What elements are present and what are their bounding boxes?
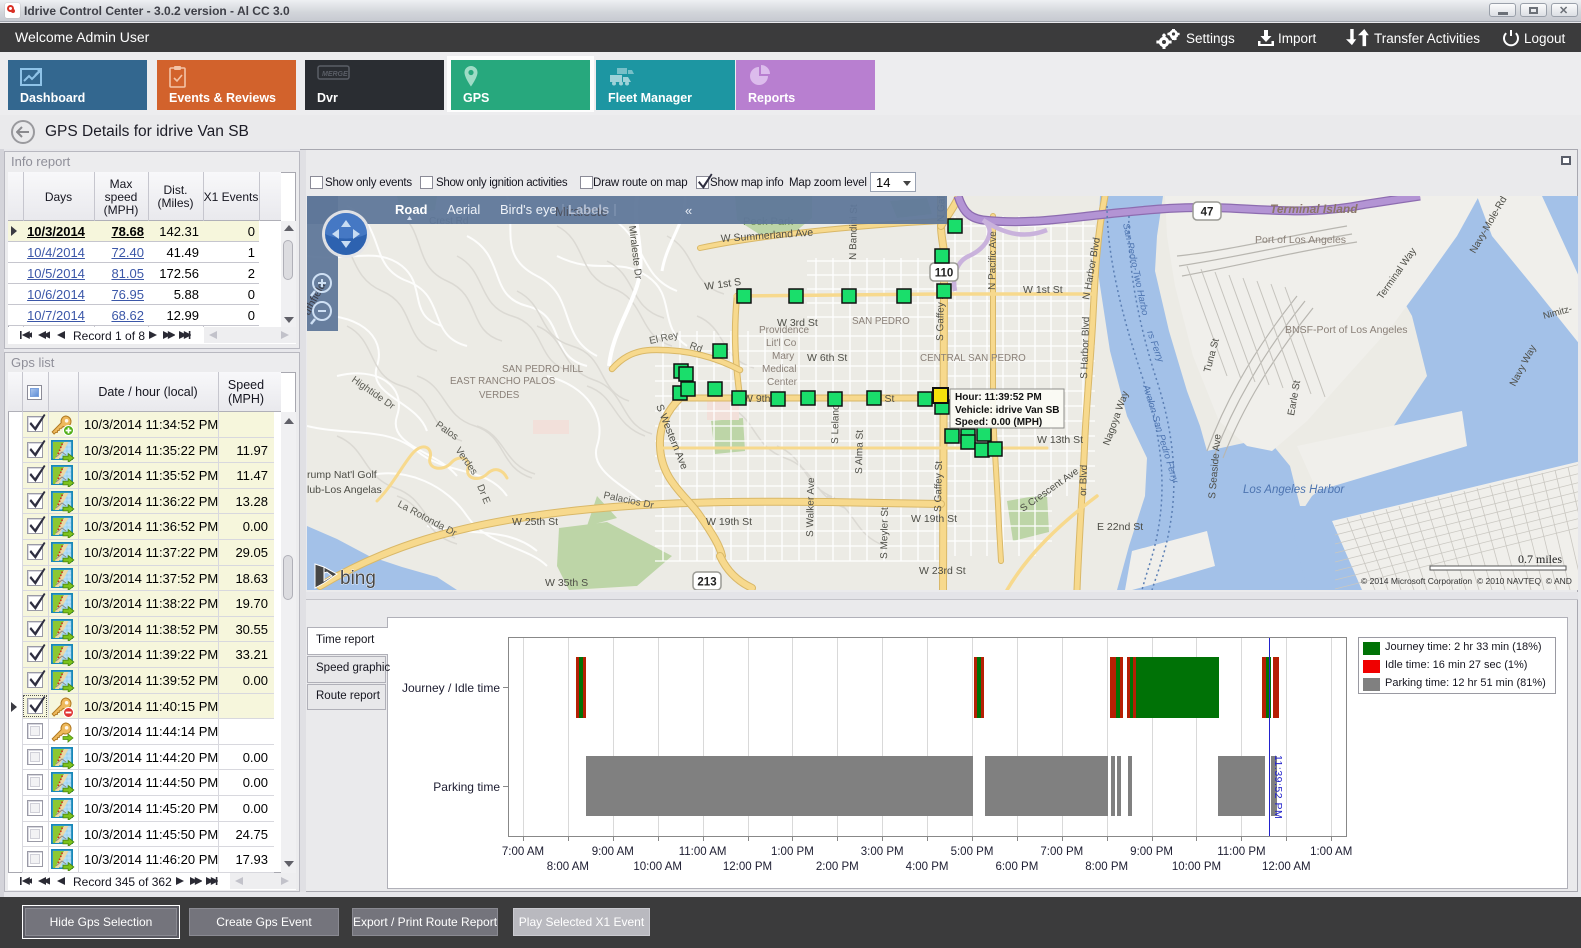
svg-text:Los Angeles Harbor: Los Angeles Harbor xyxy=(1243,484,1345,496)
svg-text:Lit'l Co: Lit'l Co xyxy=(766,338,797,349)
svg-text:VERDES: VERDES xyxy=(479,390,520,401)
svg-text:W 6th St: W 6th St xyxy=(807,352,847,364)
svg-text:Providence: Providence xyxy=(759,325,809,336)
svg-text:Hour: 11:39:52 PM: Hour: 11:39:52 PM xyxy=(955,392,1042,403)
svg-text:W 1st S: W 1st S xyxy=(704,276,742,293)
svg-text:Rd: Rd xyxy=(688,340,704,355)
svg-text:bing: bing xyxy=(340,568,376,589)
svg-text:E 22nd St: E 22nd St xyxy=(1097,521,1143,533)
svg-text:rump Nat'l Golf: rump Nat'l Golf xyxy=(307,469,377,481)
svg-text:S Meyler St: S Meyler St xyxy=(879,507,891,559)
svg-text:W 9th: W 9th xyxy=(743,393,771,405)
svg-text:Mary: Mary xyxy=(772,351,794,362)
svg-text:47: 47 xyxy=(1201,207,1214,219)
svg-text:Aerial: Aerial xyxy=(447,202,480,217)
svg-text:© 2014 Microsoft Corporation: © 2014 Microsoft Corporation © 2010 NAVT… xyxy=(1361,576,1572,586)
svg-text:S Walker Ave: S Walker Ave xyxy=(805,477,817,537)
svg-text:Road: Road xyxy=(395,202,428,217)
svg-text:SAN PEDRO: SAN PEDRO xyxy=(852,316,910,327)
svg-text:W 13th St: W 13th St xyxy=(1037,434,1083,446)
svg-text:N Pacific Ave: N Pacific Ave xyxy=(987,231,999,290)
svg-text:Bird's eye: Bird's eye xyxy=(500,202,557,217)
svg-text:MERGE: MERGE xyxy=(322,71,348,78)
svg-text:S Leland: S Leland xyxy=(830,404,842,444)
svg-text:SAN PEDRO HILL: SAN PEDRO HILL xyxy=(502,364,584,375)
svg-text:EAST RANCHO PALOS: EAST RANCHO PALOS xyxy=(450,376,556,387)
svg-text:110: 110 xyxy=(935,268,954,280)
svg-text:Vehicle: idrive Van SB: Vehicle: idrive Van SB xyxy=(955,405,1060,416)
svg-text:Center: Center xyxy=(767,377,798,388)
svg-text:0.7 miles: 0.7 miles xyxy=(1518,552,1562,566)
svg-text:W 3rd St: W 3rd St xyxy=(777,317,818,329)
svg-text:Medical: Medical xyxy=(762,364,796,375)
svg-text:BNSF-Port of Los Angeles: BNSF-Port of Los Angeles xyxy=(1285,324,1408,336)
svg-text:S Harbor Blvd: S Harbor Blvd xyxy=(1079,317,1092,380)
svg-text:Labels: Labels xyxy=(568,202,609,217)
svg-text:W 23rd St: W 23rd St xyxy=(919,565,966,577)
svg-text:or Blvd: or Blvd xyxy=(1078,465,1090,496)
svg-text:N Bandini St: N Bandini St xyxy=(848,204,860,260)
svg-text:W 35th S: W 35th S xyxy=(545,577,588,589)
svg-text:S Gaffey St: S Gaffey St xyxy=(933,461,945,512)
svg-text:Speed: 0.00 (MPH): Speed: 0.00 (MPH) xyxy=(955,417,1042,428)
svg-text:W 19th St: W 19th St xyxy=(706,516,752,528)
svg-text:S Gaffey S: S Gaffey S xyxy=(935,292,947,341)
svg-text:Port of Los Angeles: Port of Los Angeles xyxy=(1255,234,1346,246)
svg-text:213: 213 xyxy=(697,577,716,589)
svg-text:S Alma St: S Alma St xyxy=(854,430,866,474)
svg-text:Miraleste: Miraleste xyxy=(555,204,608,219)
svg-text:«: « xyxy=(685,203,692,218)
svg-text:lub-Los Angelas: lub-Los Angelas xyxy=(307,484,382,496)
svg-text:W 1st St: W 1st St xyxy=(1023,284,1063,296)
svg-text:CENTRAL SAN PEDRO: CENTRAL SAN PEDRO xyxy=(920,353,1026,364)
svg-text:Terminal Island: Terminal Island xyxy=(1270,202,1358,216)
svg-text:W 19th St: W 19th St xyxy=(911,513,957,525)
svg-text:W 25th St: W 25th St xyxy=(512,516,558,528)
